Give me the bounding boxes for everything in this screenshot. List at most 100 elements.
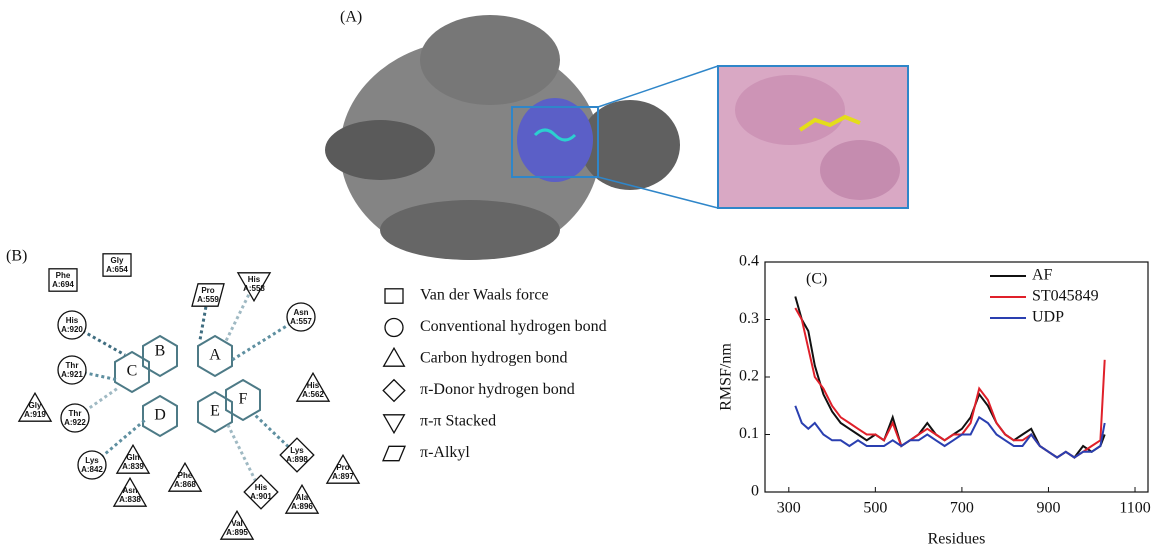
residue-name: Pro bbox=[336, 463, 349, 472]
x-tick-label: 1100 bbox=[1119, 500, 1150, 517]
residue-chain: A:842 bbox=[81, 465, 103, 474]
residue-chain: A:654 bbox=[106, 265, 128, 274]
residue-chain: A:897 bbox=[332, 472, 354, 481]
residue-chain: A:558 bbox=[243, 284, 265, 293]
residue-name: Gly bbox=[29, 401, 42, 410]
residue-chain: A:921 bbox=[61, 370, 83, 379]
legend-label: Van der Waals force bbox=[420, 287, 549, 304]
residue-name: Lys bbox=[290, 446, 304, 455]
residue-name: His bbox=[66, 316, 79, 325]
ring-label: A bbox=[209, 347, 221, 364]
residue-shape bbox=[279, 437, 315, 473]
protein-structure bbox=[325, 15, 909, 260]
residue-shape bbox=[102, 253, 132, 277]
residue-chain: A:920 bbox=[61, 325, 83, 334]
ring-label: F bbox=[239, 391, 248, 408]
x-axis-label: Residues bbox=[928, 531, 986, 548]
y-axis-label: RMSF/nm bbox=[718, 343, 735, 411]
residue-name: Lys bbox=[85, 456, 99, 465]
residue-name: Gln bbox=[126, 453, 139, 462]
legend-label: AF bbox=[1032, 267, 1053, 284]
residue-name: Ala bbox=[296, 493, 309, 502]
residue-chain: A:694 bbox=[52, 280, 74, 289]
residue-chain: A:895 bbox=[226, 528, 248, 537]
series-line bbox=[794, 307, 1106, 459]
residue-shape bbox=[57, 310, 87, 340]
legend-shape bbox=[384, 288, 404, 304]
legend-shape bbox=[382, 346, 406, 367]
legend-label: ST045849 bbox=[1032, 288, 1099, 305]
legend-shape bbox=[382, 378, 406, 403]
residue-shape bbox=[115, 443, 151, 474]
residue-name: His bbox=[255, 483, 268, 492]
ring-label: E bbox=[210, 403, 220, 420]
y-tick-label: 0.3 bbox=[739, 310, 759, 327]
residue-name: Thr bbox=[69, 409, 82, 418]
legend-label: Carbon hydrogen bond bbox=[420, 350, 568, 367]
residue-shape bbox=[219, 509, 255, 540]
residue-shape bbox=[295, 371, 331, 402]
interaction-bonds bbox=[71, 283, 302, 493]
ring-label: B bbox=[155, 343, 166, 360]
residue-chain: A:839 bbox=[122, 462, 144, 471]
residue-shape bbox=[243, 474, 279, 510]
residue-chain: A:868 bbox=[174, 480, 196, 489]
bond bbox=[223, 283, 256, 344]
molecule bbox=[114, 334, 261, 438]
residue-shape bbox=[48, 268, 78, 292]
residue-shape bbox=[167, 461, 203, 492]
residue-name: Asn bbox=[293, 308, 308, 317]
residue-name: Thr bbox=[66, 361, 79, 370]
y-tick-label: 0.1 bbox=[739, 425, 759, 442]
residue-shape bbox=[191, 283, 225, 307]
ring-label: C bbox=[127, 363, 138, 380]
residue-shape bbox=[77, 450, 107, 480]
legend-label: π-Donor hydrogen bond bbox=[420, 381, 575, 398]
residue-name: His bbox=[307, 381, 320, 390]
bond bbox=[253, 413, 299, 457]
residue-name: Pro bbox=[201, 286, 214, 295]
residue-chain: A:898 bbox=[286, 455, 308, 464]
residue-shape bbox=[284, 483, 320, 514]
residue-name: Gly bbox=[111, 256, 124, 265]
legend-label: Conventional hydrogen bond bbox=[420, 318, 607, 335]
residue-shape bbox=[325, 453, 361, 484]
legend-shape bbox=[382, 445, 406, 462]
residue-chain: A:922 bbox=[64, 418, 86, 427]
y-tick-label: 0.4 bbox=[739, 253, 759, 270]
x-tick-label: 300 bbox=[777, 500, 801, 517]
panel-label: (B) bbox=[6, 248, 27, 265]
y-tick-label: 0 bbox=[751, 483, 759, 500]
bond bbox=[71, 323, 126, 357]
residue-chain: A:901 bbox=[250, 492, 272, 501]
residue-chain: A:919 bbox=[24, 410, 46, 419]
residue-name: Val bbox=[231, 519, 243, 528]
x-tick-label: 900 bbox=[1036, 500, 1060, 517]
residue-shape bbox=[57, 355, 87, 385]
y-tick-label: 0.2 bbox=[739, 368, 759, 385]
residue-chain: A:559 bbox=[197, 295, 219, 304]
ring-label: D bbox=[154, 407, 166, 424]
residue-chain: A:557 bbox=[290, 317, 312, 326]
residue-shape bbox=[17, 391, 53, 422]
x-tick-label: 500 bbox=[863, 500, 887, 517]
legend-label: UDP bbox=[1032, 309, 1064, 326]
legend-shape bbox=[382, 414, 406, 435]
panel-label: (A) bbox=[340, 9, 362, 26]
residue-shape bbox=[286, 302, 316, 332]
residue-name: His bbox=[248, 275, 261, 284]
x-tick-label: 700 bbox=[950, 500, 974, 517]
residue-shape bbox=[60, 403, 90, 433]
residue-shape bbox=[236, 272, 272, 303]
residue-chain: A:838 bbox=[119, 495, 141, 504]
series-line bbox=[794, 405, 1106, 459]
residue-chain: A:896 bbox=[291, 502, 313, 511]
residue-chain: A:562 bbox=[302, 390, 324, 399]
residue-shape bbox=[112, 476, 148, 507]
legend-shape bbox=[384, 317, 404, 338]
residue-name: Phe bbox=[56, 271, 71, 280]
legend-label: π-π Stacked bbox=[420, 413, 496, 430]
panel-label: (C) bbox=[806, 271, 827, 288]
legend-label: π-Alkyl bbox=[420, 444, 470, 461]
